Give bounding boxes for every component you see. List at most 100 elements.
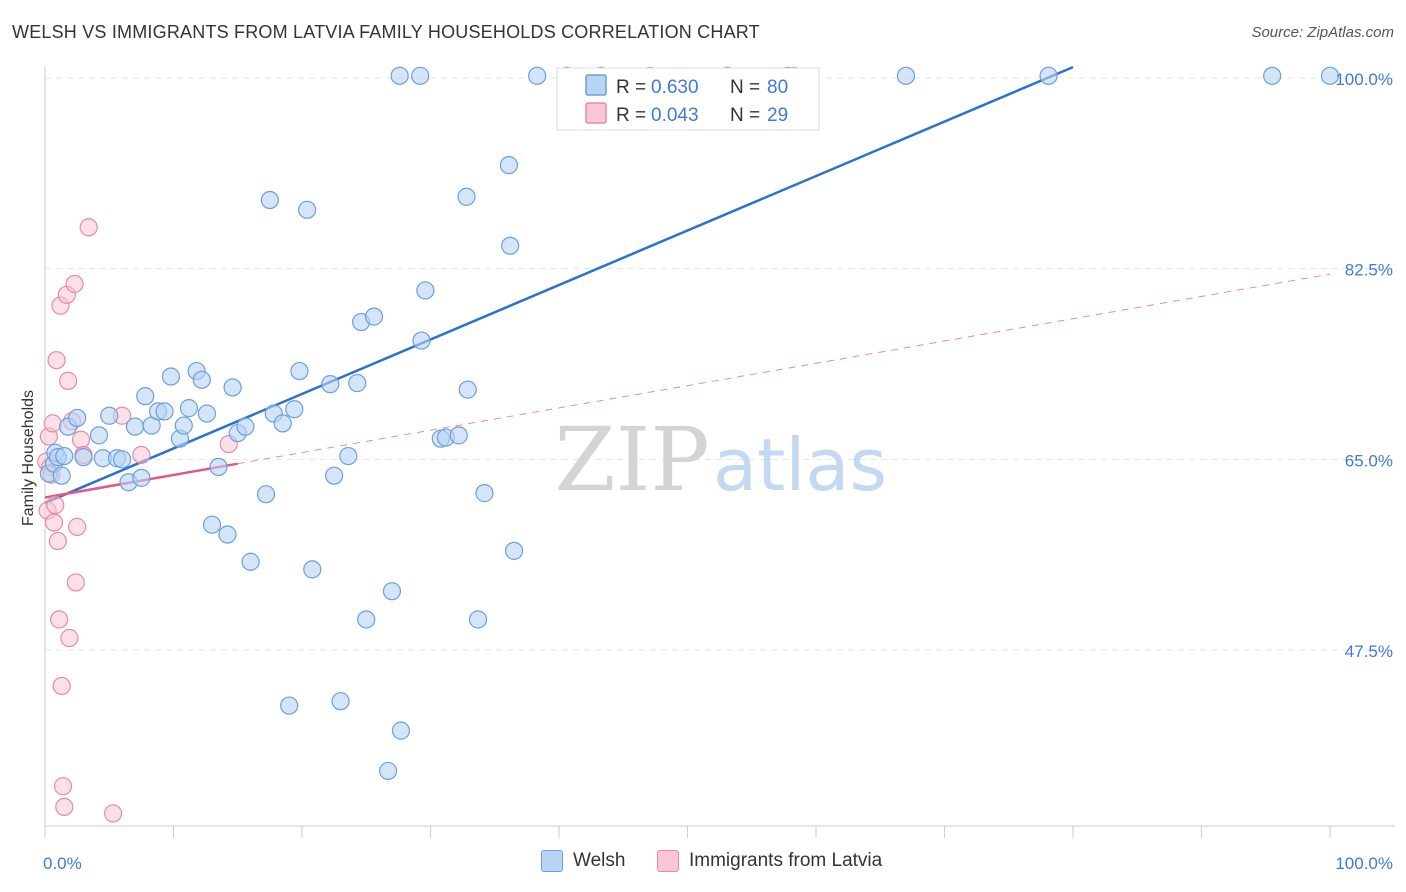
welsh-point[interactable] [331, 692, 350, 711]
welsh-point[interactable] [357, 610, 376, 629]
welsh-point[interactable] [468, 610, 488, 629]
latvia-point[interactable] [68, 517, 87, 536]
latvia-point[interactable] [55, 797, 74, 816]
latvia-point[interactable] [47, 351, 66, 370]
source-label: Source: ZipAtlas.com [1251, 24, 1394, 41]
welsh-point[interactable] [416, 281, 435, 300]
latvia-point[interactable] [46, 495, 65, 515]
welsh-point[interactable] [298, 200, 317, 219]
welsh-point[interactable] [161, 367, 181, 386]
welsh-point[interactable] [236, 417, 255, 436]
welsh-point[interactable] [412, 331, 431, 350]
welsh-point[interactable] [155, 402, 174, 421]
welsh-point[interactable] [390, 66, 409, 85]
welsh-point[interactable] [285, 400, 304, 419]
welsh-legend-label: Welsh [573, 850, 626, 871]
welsh-point[interactable] [223, 378, 242, 397]
latvia-legend-label: Immigrants from Latvia [689, 850, 883, 871]
welsh-point[interactable] [411, 66, 430, 85]
latvia-point[interactable] [65, 274, 84, 294]
welsh-point[interactable] [378, 761, 398, 781]
welsh-point[interactable] [458, 380, 477, 399]
chart-title: WELSH VS IMMIGRANTS FROM LATVIA FAMILY H… [12, 22, 760, 42]
welsh-point[interactable] [55, 446, 74, 466]
y-tick-label: 65.0% [1345, 451, 1393, 470]
welsh-point[interactable] [1263, 66, 1282, 85]
legend-welsh-r-value: 0.630 [651, 77, 699, 98]
welsh-point[interactable] [218, 525, 237, 544]
welsh-point[interactable] [339, 446, 358, 466]
welsh-point[interactable] [1320, 66, 1340, 85]
welsh-point[interactable] [499, 156, 518, 175]
welsh-point[interactable] [112, 450, 132, 469]
x-tick-label-max: 100.0% [1335, 854, 1393, 873]
welsh-point[interactable] [457, 187, 476, 206]
welsh-point[interactable] [273, 414, 292, 433]
welsh-point[interactable] [197, 404, 217, 423]
welsh-point[interactable] [132, 468, 151, 487]
latvia-point[interactable] [43, 414, 62, 433]
welsh-point[interactable] [174, 416, 193, 435]
welsh-point[interactable] [504, 541, 524, 560]
welsh-point[interactable] [528, 66, 547, 85]
latvia-point[interactable] [50, 610, 69, 629]
welsh-trend-line [44, 65, 1074, 505]
welsh-point[interactable] [74, 448, 93, 467]
latvia-point[interactable] [53, 777, 73, 796]
welsh-point[interactable] [202, 515, 222, 534]
bottom-legend-welsh[interactable]: Welsh [541, 850, 625, 872]
legend-latvia-r-value: 0.043 [651, 105, 699, 126]
welsh-point[interactable] [348, 373, 367, 393]
welsh-point[interactable] [364, 307, 384, 326]
welsh-point[interactable] [321, 375, 340, 394]
welsh-point[interactable] [303, 560, 322, 579]
welsh-point[interactable] [241, 552, 260, 571]
y-tick-label: 47.5% [1345, 642, 1393, 661]
welsh-point[interactable] [501, 236, 520, 255]
latvia-swatch [657, 850, 679, 872]
welsh-point[interactable] [475, 484, 494, 503]
legend-welsh-n-label: N = [730, 77, 760, 98]
latvia-point[interactable] [60, 628, 79, 648]
welsh-swatch [541, 850, 563, 872]
welsh-point[interactable] [1039, 66, 1058, 85]
welsh-point[interactable] [896, 66, 916, 85]
welsh-point[interactable] [100, 406, 119, 425]
latvia-point[interactable] [71, 430, 91, 449]
welsh-points [39, 66, 1340, 781]
welsh-point[interactable] [449, 426, 468, 445]
welsh-point[interactable] [89, 426, 109, 445]
latvia-point[interactable] [79, 218, 98, 237]
welsh-point[interactable] [68, 408, 87, 428]
latvia-trend-line-extended [237, 273, 1331, 465]
legend-latvia-r-label: R = [616, 105, 646, 126]
legend-latvia-n-label: N = [730, 105, 760, 126]
latvia-point[interactable] [104, 804, 123, 823]
welsh-point[interactable] [260, 190, 279, 210]
welsh-point[interactable] [209, 457, 228, 477]
bottom-legend-latvia[interactable]: Immigrants from Latvia [657, 850, 882, 872]
welsh-point[interactable] [136, 387, 155, 406]
welsh-point[interactable] [179, 399, 199, 418]
latvia-point[interactable] [132, 445, 151, 465]
welsh-point[interactable] [256, 485, 276, 504]
y-axis-label: Family Households [20, 390, 37, 526]
welsh-point[interactable] [52, 466, 71, 485]
x-tick-label-min: 0.0% [43, 854, 82, 873]
tick-labels: 47.5% 65.0% 82.5% 100.0% 0.0% 100.0% [43, 70, 1393, 873]
welsh-point[interactable] [192, 370, 211, 389]
latvia-point[interactable] [52, 676, 71, 696]
welsh-point[interactable] [325, 466, 344, 485]
latvia-point[interactable] [59, 371, 78, 390]
welsh-point[interactable] [382, 582, 402, 601]
watermark: ZIP atlas [554, 408, 887, 511]
welsh-point[interactable] [125, 417, 145, 436]
latvia-point[interactable] [48, 531, 67, 551]
welsh-point[interactable] [290, 361, 309, 381]
welsh-point[interactable] [391, 721, 411, 740]
welsh-point[interactable] [280, 696, 299, 715]
latvia-point[interactable] [66, 573, 85, 592]
y-tick-label: 100.0% [1335, 70, 1393, 89]
latvia-point[interactable] [44, 513, 64, 532]
